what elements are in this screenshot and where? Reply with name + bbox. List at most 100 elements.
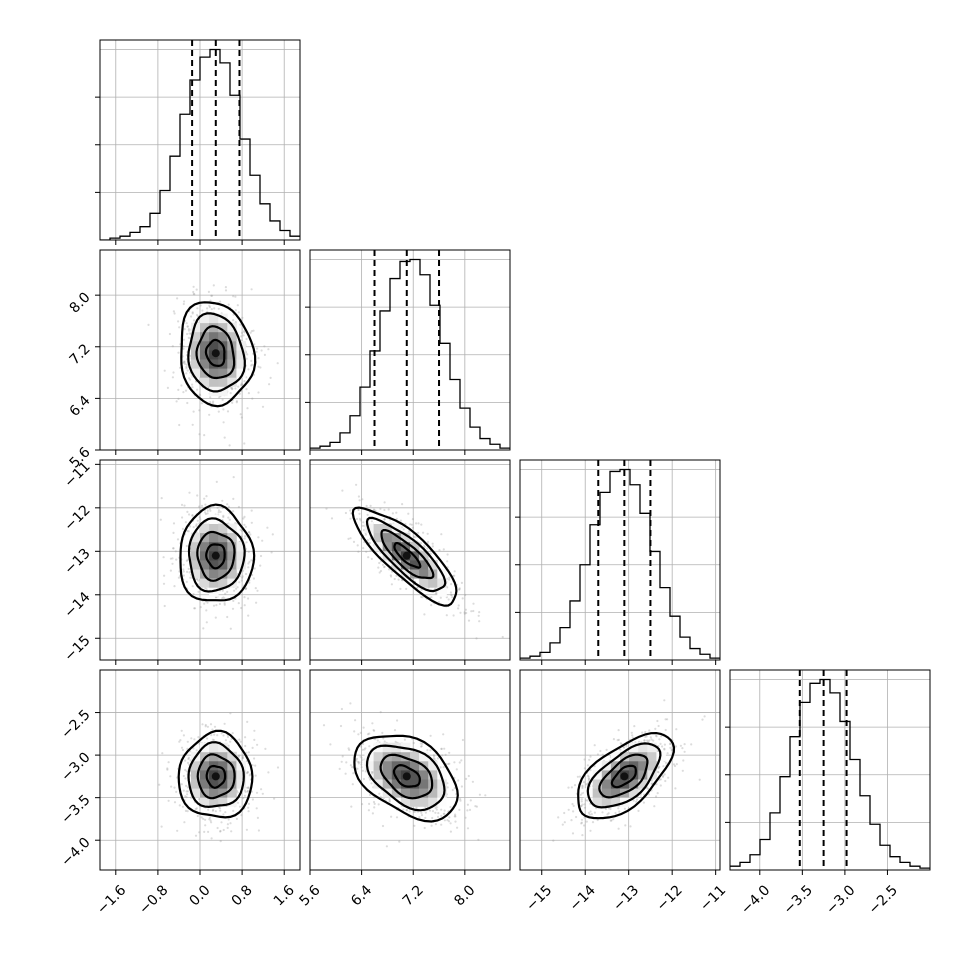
sample-point bbox=[659, 742, 662, 746]
sample-point bbox=[329, 743, 332, 746]
sample-point bbox=[227, 744, 230, 747]
sample-point bbox=[176, 297, 179, 300]
sample-point bbox=[192, 290, 195, 294]
sample-point bbox=[169, 557, 172, 560]
sample-point bbox=[224, 811, 227, 814]
density-cell bbox=[638, 779, 648, 789]
sample-point bbox=[171, 376, 174, 379]
sample-point bbox=[183, 821, 186, 824]
sample-point bbox=[396, 719, 399, 722]
sample-point bbox=[186, 401, 189, 405]
density-cell bbox=[400, 541, 411, 552]
density-cell bbox=[592, 770, 603, 780]
sample-point bbox=[247, 550, 250, 554]
sample-point bbox=[234, 309, 237, 312]
sample-point bbox=[581, 785, 584, 788]
sample-point bbox=[583, 758, 586, 761]
sample-point bbox=[347, 537, 350, 541]
sample-point bbox=[177, 576, 180, 579]
sample-point bbox=[357, 495, 360, 498]
sample-point bbox=[185, 544, 188, 548]
sample-point bbox=[201, 309, 204, 312]
sample-point bbox=[364, 770, 367, 773]
sample-point bbox=[435, 808, 438, 811]
sample-point bbox=[338, 767, 341, 771]
sample-point bbox=[586, 799, 589, 802]
sample-point bbox=[182, 563, 185, 566]
sample-point bbox=[204, 725, 207, 728]
sample-point bbox=[366, 513, 369, 517]
sample-point bbox=[448, 816, 451, 819]
sample-point bbox=[260, 788, 263, 791]
density-cell bbox=[218, 368, 228, 378]
sample-point bbox=[596, 753, 600, 756]
sample-point bbox=[359, 519, 362, 522]
density-cell bbox=[209, 578, 219, 588]
sample-point bbox=[223, 722, 226, 725]
sample-point bbox=[243, 380, 246, 383]
sample-point bbox=[235, 817, 238, 821]
density-cell bbox=[419, 560, 429, 570]
sample-point bbox=[259, 554, 263, 558]
sample-point bbox=[247, 597, 250, 600]
sample-point bbox=[252, 577, 255, 580]
density-cell bbox=[200, 760, 210, 771]
density-cell bbox=[428, 788, 438, 798]
sample-point bbox=[460, 581, 463, 585]
sample-point bbox=[242, 797, 245, 800]
sample-point bbox=[185, 367, 188, 370]
sample-point bbox=[246, 771, 249, 774]
density-cell bbox=[236, 779, 246, 789]
sample-point bbox=[655, 735, 658, 738]
sample-point bbox=[589, 810, 592, 813]
sample-point bbox=[450, 583, 453, 586]
sample-point bbox=[647, 740, 650, 743]
sample-point bbox=[610, 819, 613, 822]
sample-point bbox=[168, 332, 171, 336]
sample-point bbox=[437, 812, 440, 815]
y-tick-label: −4.0 bbox=[58, 835, 93, 870]
sample-point bbox=[664, 779, 667, 783]
sample-point bbox=[221, 589, 224, 592]
sample-point bbox=[572, 810, 575, 813]
sample-point bbox=[266, 526, 269, 529]
density-cell bbox=[190, 770, 201, 780]
sample-point bbox=[188, 571, 191, 574]
sample-point bbox=[240, 606, 243, 610]
sample-point bbox=[199, 394, 202, 397]
sample-point bbox=[230, 386, 233, 389]
contour-level-2 bbox=[365, 744, 446, 812]
sample-point bbox=[219, 830, 222, 833]
sample-point bbox=[223, 603, 226, 606]
density-peak bbox=[402, 551, 411, 560]
sample-point bbox=[440, 808, 443, 811]
density-cell bbox=[382, 550, 393, 561]
sample-point bbox=[679, 744, 683, 747]
sample-point bbox=[580, 821, 584, 824]
sample-point bbox=[420, 745, 423, 748]
density-cell bbox=[373, 523, 384, 534]
density-cell bbox=[236, 368, 246, 378]
density-cell bbox=[419, 770, 429, 780]
sample-point bbox=[629, 825, 632, 828]
sample-point bbox=[185, 770, 188, 773]
sample-point bbox=[173, 786, 176, 789]
density-cell bbox=[638, 760, 648, 771]
sample-point bbox=[208, 816, 212, 819]
sample-point bbox=[192, 292, 195, 295]
sample-point bbox=[429, 749, 432, 752]
sample-point bbox=[644, 735, 647, 739]
sample-point bbox=[371, 771, 375, 774]
density-cell bbox=[391, 797, 402, 807]
density-cell bbox=[647, 760, 657, 771]
density-cell bbox=[200, 779, 210, 789]
x-tick-label: 0.8 bbox=[229, 882, 256, 909]
sample-point bbox=[378, 792, 381, 795]
sample-point bbox=[457, 604, 460, 607]
density-cell bbox=[218, 523, 228, 534]
sample-point bbox=[423, 826, 426, 830]
sample-point bbox=[341, 755, 344, 758]
sample-point bbox=[440, 823, 443, 826]
sample-point bbox=[183, 362, 187, 365]
sample-point bbox=[652, 739, 655, 742]
